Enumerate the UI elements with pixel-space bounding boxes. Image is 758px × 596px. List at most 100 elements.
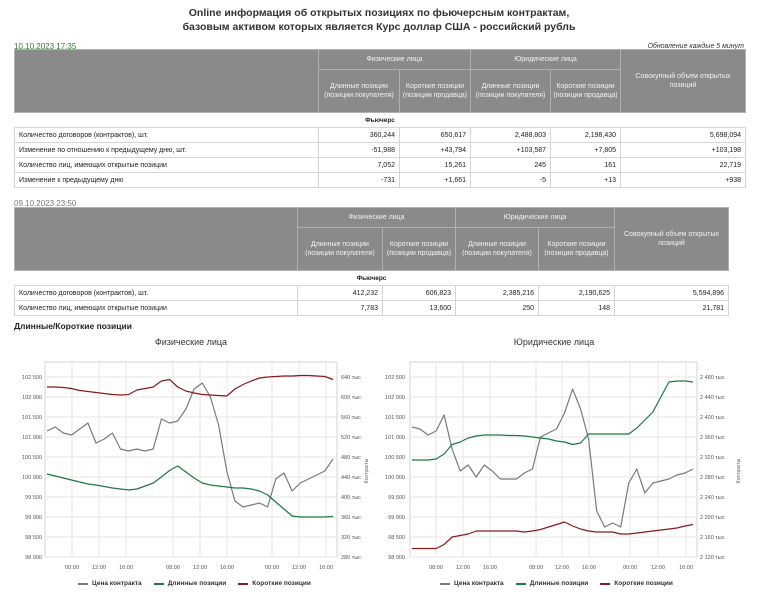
page-title: Online информация об открытых позициях п…: [0, 6, 758, 34]
header-legal-entities: Юридические лица: [455, 207, 616, 228]
x-tick-label: 16:00: [119, 565, 133, 571]
plot-frame: [409, 361, 698, 558]
x-tick-label: 12:00: [292, 565, 306, 571]
cell-value: +1,661: [398, 172, 472, 188]
header-legal-entities: Юридические лица: [470, 49, 622, 70]
y-left-tick-label: 99 500: [25, 495, 42, 501]
legend-item-short[interactable]: Короткие позиции: [600, 580, 673, 587]
chart-individuals-title: Физические лица: [154, 337, 228, 347]
legend-price-label: Цена контракта: [454, 580, 504, 587]
previous-timestamp: 09.10.2023 23:50: [14, 199, 77, 208]
y-right-tick-label: 640 тыс: [341, 375, 361, 381]
chart-individuals-legend: Цена контракта Длинные позиции Короткие …: [78, 580, 311, 587]
cell-value: 13,600: [381, 300, 457, 316]
header-legal-long: Длинные позиции (позиции покупателя): [455, 227, 540, 271]
x-tick-label: 00:00: [265, 565, 279, 571]
series-short-line: [47, 374, 334, 397]
legend-short-label: Короткие позиции: [252, 580, 311, 587]
cell-value: -731: [318, 172, 400, 188]
table-row: Количество лиц, имеющих открытые позиции…: [14, 157, 747, 173]
header-individuals: Физические лица: [296, 207, 457, 228]
x-tick-label: 12:00: [651, 565, 665, 571]
table-row: Изменение к предыдущему дню -731 +1,661 -5 +…: [14, 172, 747, 188]
header-legal-long: Длинные позиции (позиции покупателя): [470, 69, 552, 113]
header-total-open-interest: Совокупный объем открытых позиций: [614, 207, 730, 271]
y-left-tick-label: 98 500: [388, 535, 405, 541]
y-right-axis-label: Контракты: [364, 458, 370, 483]
x-tick-label: 16:00: [319, 565, 333, 571]
header-individuals-long: Длинные позиции (позиции покупателя): [318, 69, 400, 113]
x-tick-label: 16:00: [582, 565, 596, 571]
header-individuals-short: Короткие позиции (позиции продавца): [398, 69, 472, 113]
y-right-tick-label: 400 тыс: [341, 495, 361, 501]
y-right-tick-label: 520 тыс: [341, 435, 361, 441]
y-left-tick-label: 98 000: [25, 555, 42, 561]
y-right-tick-label: 280 тыс: [341, 555, 361, 561]
chart-legal-legend: Цена контракта Длинные позиции Короткие …: [440, 580, 673, 587]
series-price-line: [46, 382, 334, 508]
y-right-tick-label: 2 440 тыс: [700, 395, 725, 401]
legend-price-swatch: [78, 582, 88, 585]
y-left-tick-label: 100 500: [22, 455, 42, 461]
current-positions-table: Физические лица Юридические лица Совокуп…: [14, 49, 747, 188]
charts-section-title: Длинные/Короткие позиции: [14, 321, 132, 331]
y-right-tick-label: 2 480 тыс: [700, 375, 725, 381]
legend-item-short[interactable]: Короткие позиции: [238, 580, 311, 587]
current-timestamp: 10.10.2023 17:35: [14, 42, 77, 51]
y-left-tick-label: 101 000: [22, 435, 42, 441]
x-tick-label: 00:00: [623, 565, 637, 571]
y-right-tick-label: 2 400 тыс: [700, 415, 725, 421]
y-right-tick-label: 2 240 тыс: [700, 495, 725, 501]
y-right-tick-label: 320 тыс: [341, 535, 361, 541]
y-left-tick-label: 101 000: [385, 435, 405, 441]
y-left-tick-label: 100 000: [22, 475, 42, 481]
series-short-line: [412, 521, 694, 550]
y-right-tick-label: 440 тыс: [341, 475, 361, 481]
y-left-tick-label: 99 000: [388, 515, 405, 521]
y-right-tick-label: 600 тыс: [341, 395, 361, 401]
y-left-tick-label: 98 500: [25, 535, 42, 541]
y-right-tick-label: 2 360 тыс: [700, 435, 725, 441]
chart-legal: 102 500 2 480 тыс 102 000 2 440 тыс 101 500 2…: [385, 361, 742, 571]
x-tick-label: 08:00: [166, 565, 180, 571]
page-title-line-1: Online информация об открытых позициях п…: [188, 7, 570, 19]
x-tick-label: 12:00: [193, 565, 207, 571]
x-tick-label: 16:00: [220, 565, 234, 571]
header-empty-cell: [14, 49, 319, 113]
legend-short-label: Короткие позиции: [614, 580, 673, 587]
previous-positions-table: Физические лица Юридические лица Совокуп…: [14, 207, 730, 316]
x-tick-label: 16:00: [679, 565, 693, 571]
y-left-tick-label: 102 000: [22, 395, 42, 401]
legend-long-swatch: [153, 582, 164, 585]
y-right-tick-label: 2 320 тыс: [700, 455, 725, 461]
x-tick-label: 12:00: [555, 565, 569, 571]
y-right-tick-label: 2 120 тыс: [700, 555, 725, 561]
cell-value: 250: [455, 300, 540, 316]
y-left-tick-label: 98 000: [388, 555, 405, 561]
legend-price-swatch: [440, 582, 450, 585]
x-tick-label: 08:00: [529, 565, 543, 571]
chart-individuals: 102 500 640 тыс 102 000 600 тыс 101 500 560 т…: [22, 361, 370, 571]
y-left-tick-label: 102 500: [385, 375, 405, 381]
legend-item-long[interactable]: Длинные позиции: [515, 580, 588, 587]
y-right-tick-label: 2 200 тыс: [700, 515, 725, 521]
header-individuals-short: Короткие позиции (позиции продавца): [381, 227, 457, 271]
y-right-axis-label: Контракты: [736, 458, 742, 483]
x-tick-label: 16:00: [483, 565, 497, 571]
legend-short-swatch: [600, 582, 611, 585]
x-tick-label: 08:00: [429, 565, 443, 571]
header-individuals-long: Длинные позиции (позиции покупателя): [297, 227, 383, 271]
header-empty-cell: [14, 207, 298, 271]
y-left-tick-label: 102 500: [22, 375, 42, 381]
legend-item-long[interactable]: Длинные позиции: [153, 580, 226, 587]
legend-short-swatch: [238, 582, 249, 585]
y-left-tick-label: 101 500: [22, 415, 42, 421]
y-right-tick-label: 360 тыс: [341, 515, 361, 521]
page-title-line-2: базовым активом которых является Курс до…: [182, 21, 576, 33]
legend-long-swatch: [515, 582, 526, 585]
legend-price-label: Цена контракта: [92, 580, 142, 587]
y-left-tick-label: 100 000: [385, 475, 405, 481]
legend-item-price[interactable]: Цена контракта: [440, 580, 504, 587]
legend-item-price[interactable]: Цена контракта: [78, 580, 142, 587]
